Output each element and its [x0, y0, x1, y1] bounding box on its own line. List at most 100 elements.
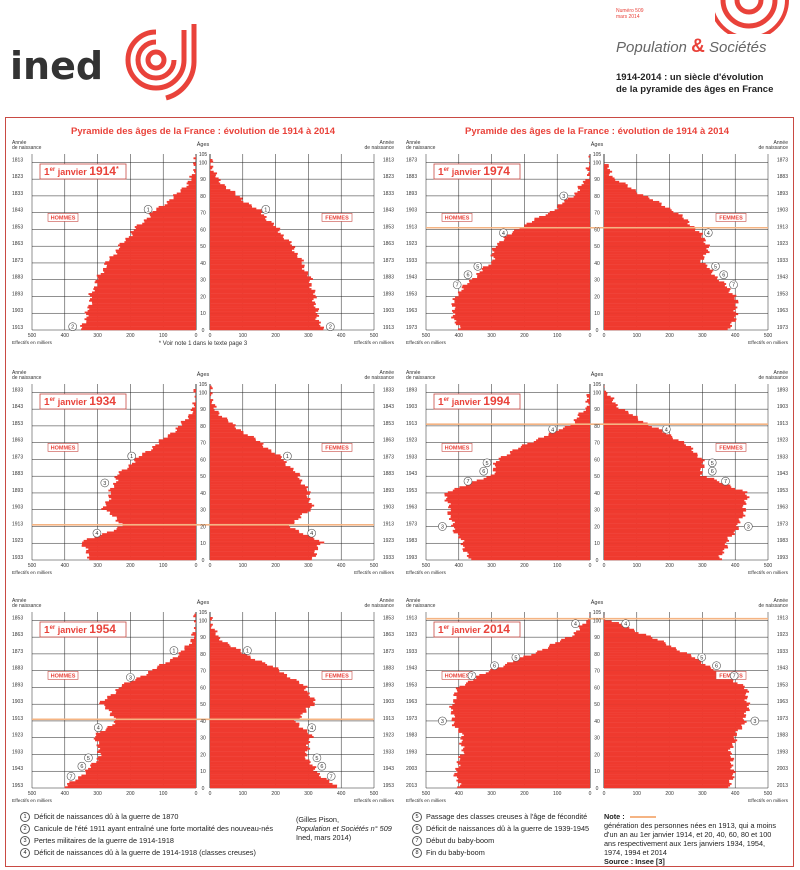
- bar-men: [165, 662, 196, 665]
- bar-men: [458, 294, 590, 297]
- bar-men: [451, 519, 590, 522]
- bar-women: [604, 301, 739, 304]
- x-tick-right: 100: [633, 791, 642, 797]
- x-tick-right: 500: [764, 333, 773, 339]
- issue-date: mars 2014: [616, 14, 640, 20]
- bar-men: [482, 266, 590, 269]
- bar-men: [476, 479, 590, 482]
- bar-men: [466, 682, 590, 685]
- bar-women: [210, 216, 267, 218]
- annotation-number: 4: [97, 726, 100, 732]
- x-tick-right: 100: [239, 333, 248, 339]
- bar-men: [108, 489, 196, 492]
- bar-women: [604, 741, 736, 743]
- age-tick-label: 80: [200, 194, 206, 200]
- bar-men: [167, 202, 196, 205]
- bar-women: [210, 452, 275, 455]
- bar-men: [586, 622, 590, 624]
- bar-men: [586, 399, 590, 401]
- birth-year-tick-right: 1963: [777, 699, 788, 705]
- bar-women: [210, 630, 218, 633]
- x-tick-right: 400: [731, 563, 740, 569]
- bar-men: [156, 667, 196, 670]
- ylabel-right-line1: Année: [774, 140, 789, 146]
- birth-year-tick-right: 1913: [777, 421, 788, 427]
- bar-women: [604, 503, 747, 505]
- bar-women: [604, 273, 712, 275]
- age-tick-label: 40: [594, 719, 600, 725]
- bar-men: [125, 237, 196, 240]
- bar-men: [97, 746, 196, 748]
- bar-women: [210, 252, 298, 255]
- note-label: Note :: [604, 812, 625, 821]
- bar-men: [98, 278, 196, 280]
- annotation-marker: [68, 322, 77, 331]
- bar-women: [210, 682, 300, 685]
- bar-men: [112, 724, 196, 727]
- birth-year-tick-right: 1873: [777, 157, 788, 163]
- ylabel-left-line2: de naissance: [12, 603, 42, 609]
- bar-men: [463, 751, 590, 753]
- bar-men: [115, 692, 196, 695]
- bar-men: [100, 731, 196, 733]
- x-tick-left: 100: [553, 333, 562, 339]
- bar-men: [564, 637, 590, 640]
- birth-year-tick-left: 1863: [12, 241, 23, 247]
- date-label-part: 1: [438, 397, 444, 408]
- bar-women: [604, 786, 729, 789]
- annotation-number: 4: [707, 231, 710, 237]
- bar-men: [454, 487, 590, 490]
- bar-women: [604, 677, 733, 680]
- bar-men: [191, 177, 196, 180]
- bar-men: [509, 451, 590, 453]
- birth-year-tick-right: 1953: [777, 291, 788, 297]
- bar-women: [210, 219, 267, 222]
- bar-women: [210, 756, 305, 759]
- bar-women: [210, 222, 274, 225]
- bar-men: [454, 720, 590, 723]
- bar-men: [567, 197, 590, 200]
- bar-men: [93, 288, 196, 290]
- bar-women: [604, 682, 738, 685]
- annotation-number: 3: [747, 524, 750, 530]
- birth-year-tick-right: 1903: [777, 208, 788, 214]
- bar-men: [118, 471, 196, 474]
- bar-women: [604, 170, 613, 173]
- bar-women: [604, 326, 731, 329]
- x-tick-right: 500: [370, 333, 379, 339]
- bar-women: [210, 417, 228, 420]
- bar-men: [128, 236, 196, 239]
- bar-men: [452, 489, 590, 492]
- bar-women: [604, 657, 696, 660]
- age-tick-label: 100: [593, 160, 602, 166]
- bar-men: [578, 187, 590, 190]
- bar-women: [210, 642, 228, 645]
- bar-men: [579, 415, 590, 418]
- bar-women: [604, 427, 659, 430]
- bar-men: [455, 323, 590, 326]
- bar-women: [604, 700, 747, 703]
- women-label: FEMMES: [325, 445, 349, 451]
- bar-men: [536, 439, 590, 442]
- annotation-marker: [243, 646, 252, 655]
- bar-men: [85, 771, 196, 774]
- bar-women: [604, 477, 715, 480]
- bar-women: [604, 164, 609, 166]
- annotation-number: 6: [715, 664, 718, 670]
- bar-women: [210, 177, 219, 180]
- bar-men: [460, 784, 590, 787]
- bar-men: [150, 216, 196, 218]
- bar-women: [604, 529, 735, 532]
- bar-women: [210, 739, 309, 742]
- bar-men: [191, 174, 196, 176]
- bar-men: [86, 319, 196, 322]
- x-tick-left: 400: [455, 791, 464, 797]
- bar-men: [518, 447, 590, 450]
- age-tick-label: 20: [594, 752, 600, 758]
- bar-women: [210, 180, 219, 183]
- bar-men: [465, 484, 590, 487]
- annotation-number: 6: [320, 764, 323, 770]
- bar-women: [604, 271, 713, 274]
- annotation-number: 3: [103, 481, 106, 487]
- xlabel-left: Effectifs en milliers: [406, 570, 446, 576]
